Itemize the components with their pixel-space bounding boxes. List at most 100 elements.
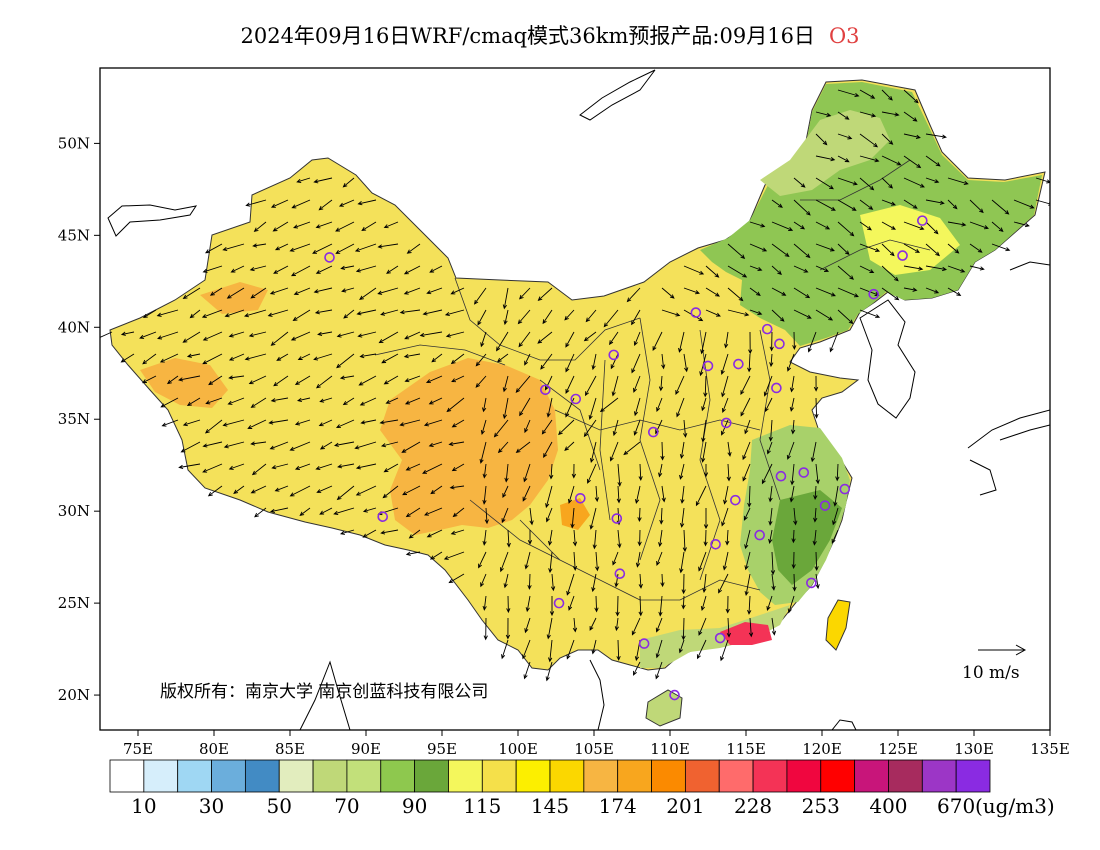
wind-arrow [769, 353, 774, 368]
wind-arrow [515, 441, 531, 454]
wind-arrow [638, 595, 643, 617]
wind-arrow [595, 551, 600, 572]
wind-arrow [1013, 221, 1030, 228]
wind-arrow [814, 397, 819, 419]
wind-arrow [517, 309, 531, 325]
colorbar-label: 10 [131, 794, 156, 818]
wind-arrow [681, 617, 686, 641]
city-marker [819, 500, 831, 511]
wind-arrow [269, 507, 289, 514]
colorbar-label: 50 [267, 794, 292, 818]
wind-arrow [448, 441, 465, 447]
wind-arrow [594, 595, 599, 613]
colorbar-label: 253 [802, 794, 840, 818]
wind-arrow [743, 507, 751, 521]
wind-arrow [207, 485, 223, 497]
colorbar-label: 70 [334, 794, 359, 818]
x-tick-label: 120E [802, 740, 842, 758]
wind-arrow [572, 617, 578, 633]
wind-arrow [222, 419, 245, 427]
wind-arrow [585, 309, 597, 323]
wind-arrow [565, 375, 575, 394]
colorbar-swatch [651, 759, 686, 793]
wind-arrow [698, 617, 707, 636]
wind-arrow [224, 309, 245, 318]
wind-arrow [591, 353, 597, 371]
wind-arrow [142, 309, 157, 319]
wind-arrow [313, 353, 333, 361]
wind-arrow [638, 573, 643, 589]
wind-arrow [771, 617, 777, 636]
wind-arrow [267, 309, 289, 317]
wind-arrow [705, 287, 720, 297]
wind-arrow [274, 243, 289, 251]
wind-arrow [793, 287, 811, 299]
wind-arrow [655, 661, 663, 680]
wind-arrow [558, 419, 575, 436]
wind-arrow [182, 287, 201, 299]
wind-arrow [661, 309, 681, 317]
wind-arrow [792, 573, 797, 592]
wind-arrow [518, 331, 531, 348]
wind-arrow [881, 111, 900, 117]
wind-arrow [789, 375, 795, 393]
wind-arrow [701, 441, 707, 463]
wind-arrow [399, 419, 421, 427]
wind-arrow [565, 353, 575, 373]
vietnam-coastline [299, 659, 605, 730]
wind-arrow [702, 573, 707, 594]
wind-arrow [592, 529, 597, 550]
wind-arrow [747, 595, 752, 615]
wind-arrow [789, 485, 795, 503]
wind-arrow [502, 397, 509, 420]
wind-arrow [506, 529, 511, 548]
wind-arrow [357, 331, 377, 338]
wind-arrow [338, 199, 355, 207]
wind-arrow [837, 287, 859, 298]
x-tick-label: 85E [275, 740, 305, 758]
wind-arrow [572, 529, 578, 547]
wind-arrow [720, 353, 729, 375]
wind-arrow [141, 375, 157, 384]
wind-arrow [431, 353, 443, 363]
y-tick-label: 40N [58, 318, 90, 336]
wind-arrow [655, 617, 663, 633]
wind-arrow [835, 463, 840, 482]
city-marker [377, 511, 389, 522]
wind-arrow [658, 529, 663, 548]
wind-arrow [448, 573, 465, 584]
wind-arrow [837, 199, 857, 211]
colorbar-swatch [481, 759, 517, 793]
wind-arrow [661, 485, 666, 503]
wind-arrow [359, 397, 377, 406]
wind-arrow [589, 441, 597, 464]
wind-arrow [452, 507, 465, 518]
wind-arrow [381, 353, 399, 364]
wind-arrow [161, 419, 179, 427]
wind-arrow [315, 463, 333, 471]
wind-arrow [676, 397, 685, 418]
wind-arrow [422, 463, 443, 474]
y-tick-label: 25N [58, 594, 90, 612]
colorbar-swatch [380, 759, 416, 793]
wind-arrow [771, 287, 787, 296]
japan-coastline [967, 409, 1050, 496]
wind-arrow [524, 353, 531, 366]
wind-arrow [524, 551, 531, 570]
wind-arrow [810, 441, 817, 463]
colorbar-swatch [244, 759, 280, 793]
city-marker [714, 632, 726, 644]
wind-arrow [247, 419, 267, 429]
wind-arrow [496, 331, 509, 352]
wind-arrow [159, 353, 179, 363]
wind-arrow [791, 529, 796, 544]
wind-arrow [615, 595, 620, 617]
wind-arrow [294, 463, 311, 470]
wind-arrow [354, 243, 377, 252]
city-marker [611, 513, 623, 524]
wind-legend-label: 10 m/s [962, 663, 1020, 683]
wind-arrow [793, 199, 811, 216]
northeast-lighter-zone [760, 110, 890, 196]
x-tick-label: 105E [574, 740, 614, 758]
wind-arrow [480, 573, 487, 588]
